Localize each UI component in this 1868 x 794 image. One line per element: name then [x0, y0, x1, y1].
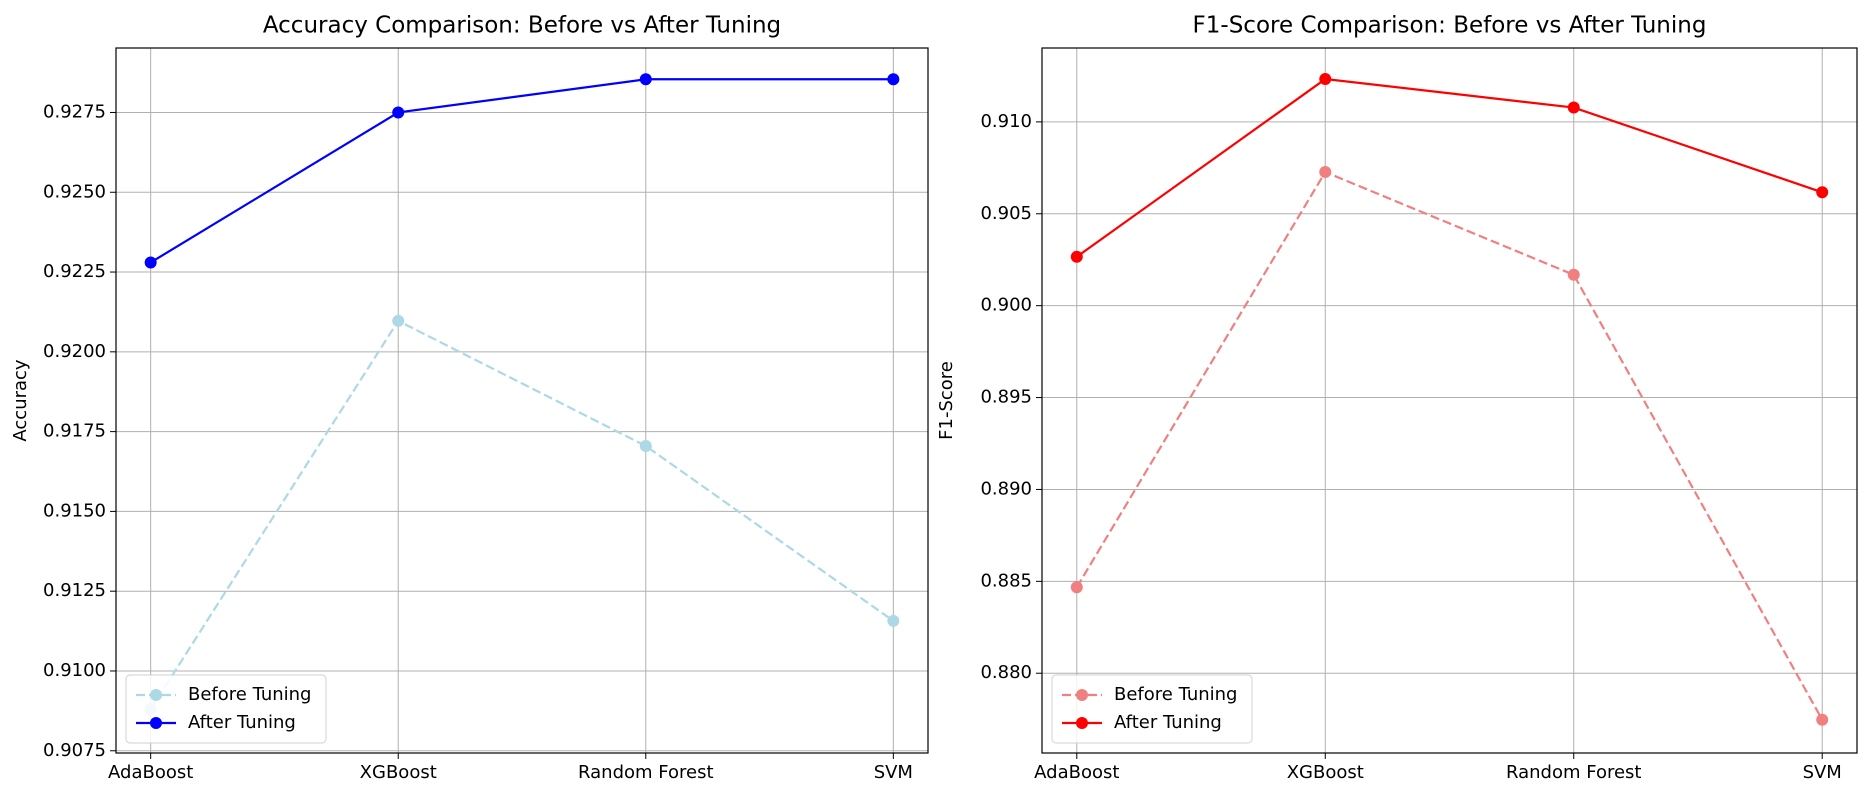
y-tick-label: 0.885 [980, 570, 1032, 591]
axes-frame [115, 47, 929, 754]
y-tick-label: 0.9175 [43, 421, 106, 442]
marker [1319, 166, 1332, 179]
y-tick-label: 0.9075 [43, 740, 106, 761]
series-line [1076, 77, 1823, 258]
series-line [149, 319, 894, 710]
marker [1816, 713, 1829, 726]
y-tick-label: 0.880 [980, 662, 1032, 683]
y-axis-label: Accuracy [10, 359, 31, 442]
marker [639, 73, 652, 86]
x-tick-label: XGBoost [360, 762, 437, 783]
y-tick-label: 0.9275 [43, 101, 106, 122]
x-tick-label: Random Forest [578, 762, 713, 783]
legend-box [1051, 674, 1253, 744]
legend-box [125, 674, 327, 744]
legend-marker [150, 689, 162, 701]
marker [392, 314, 405, 327]
series-line [1075, 170, 1824, 721]
chart-title: F1-Score Comparison: Before vs After Tun… [1193, 13, 1707, 39]
marker [639, 439, 652, 452]
x-tick-label: Random Forest [1506, 762, 1641, 783]
x-tick-label: AdaBoost [108, 762, 193, 783]
y-tick-label: 0.9200 [43, 341, 106, 362]
series-line [150, 78, 894, 264]
axes-frame [1041, 47, 1858, 754]
x-tick-label: XGBoost [1287, 762, 1364, 783]
marker [1816, 186, 1829, 199]
marker [144, 256, 157, 269]
chart-title: Accuracy Comparison: Before vs After Tun… [263, 13, 781, 39]
marker [887, 614, 900, 627]
marker [1567, 101, 1580, 114]
legend-marker [1076, 689, 1088, 701]
legend-label: Before Tuning [188, 684, 312, 705]
legend-marker [150, 717, 162, 729]
x-tick-label: SVM [1803, 762, 1842, 783]
y-tick-label: 0.910 [980, 111, 1032, 132]
legend-label: Before Tuning [1114, 684, 1238, 705]
legend-label: After Tuning [1114, 712, 1222, 733]
marker [1567, 268, 1580, 281]
legend-label: After Tuning [188, 712, 296, 733]
y-tick-label: 0.9250 [43, 181, 106, 202]
marker [1319, 73, 1332, 86]
y-axis-label: F1-Score [936, 361, 957, 440]
marker [1070, 581, 1083, 594]
marker [887, 73, 900, 86]
legend-marker [1076, 717, 1088, 729]
y-tick-label: 0.905 [980, 203, 1032, 224]
marker [1070, 250, 1083, 263]
y-tick-label: 0.895 [980, 387, 1032, 408]
y-tick-label: 0.900 [980, 295, 1032, 316]
marker [392, 106, 405, 119]
x-tick-label: SVM [874, 762, 913, 783]
y-tick-label: 0.9125 [43, 580, 106, 601]
x-tick-label: AdaBoost [1034, 762, 1119, 783]
y-tick-label: 0.9150 [43, 500, 106, 521]
y-tick-label: 0.890 [980, 478, 1032, 499]
y-tick-label: 0.9100 [43, 660, 106, 681]
y-tick-label: 0.9225 [43, 261, 106, 282]
